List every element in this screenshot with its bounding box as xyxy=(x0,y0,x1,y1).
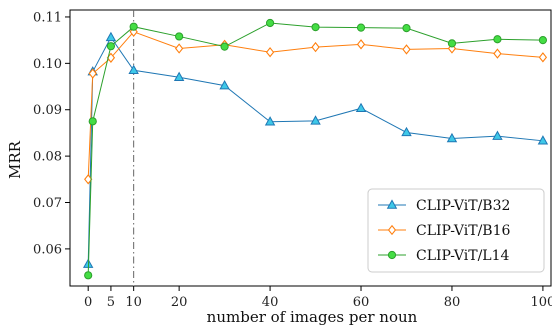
data-point xyxy=(537,135,549,145)
data-point xyxy=(447,39,457,48)
data-point xyxy=(129,22,138,31)
legend-marker xyxy=(387,250,397,260)
data-point xyxy=(265,47,275,58)
data-point xyxy=(401,126,412,137)
x-axis-label: number of images per noun xyxy=(207,308,418,325)
legend-label: CLIP-ViT/L14 xyxy=(416,248,510,264)
data-point xyxy=(446,132,458,143)
x-tick-label: 80 xyxy=(444,295,461,310)
data-point xyxy=(310,115,321,125)
y-tick-label: 0.09 xyxy=(33,103,62,118)
data-point xyxy=(311,41,320,53)
data-point xyxy=(264,116,276,126)
data-point xyxy=(88,68,97,79)
legend-item: CLIP-ViT/B32 xyxy=(378,198,510,214)
data-point xyxy=(220,42,229,51)
data-point xyxy=(106,42,116,51)
data-point xyxy=(538,52,548,63)
y-tick-label: 0.06 xyxy=(33,242,62,257)
x-tick-label: 100 xyxy=(530,295,552,310)
data-point xyxy=(105,31,117,42)
x-tick-label: 40 xyxy=(262,295,279,310)
legend-marker xyxy=(386,199,398,209)
plot-frame xyxy=(69,9,552,287)
data-point xyxy=(311,23,320,32)
data-point xyxy=(265,18,275,28)
data-point xyxy=(356,23,366,32)
series-CLIP-ViT/L14 xyxy=(84,18,548,280)
y-axis-label: MRR xyxy=(6,140,24,179)
data-point xyxy=(219,79,230,90)
data-point xyxy=(356,39,366,50)
y-tick-label: 0.07 xyxy=(33,196,62,211)
series-line xyxy=(87,31,543,180)
x-tick-label: 0 xyxy=(84,295,92,310)
x-tick-label: 20 xyxy=(171,295,188,310)
legend-label: CLIP-ViT/B32 xyxy=(416,198,510,214)
data-point xyxy=(84,174,93,185)
data-point xyxy=(355,102,367,113)
data-point xyxy=(538,36,548,45)
data-point xyxy=(402,23,411,33)
y-tick-label: 0.08 xyxy=(33,150,62,165)
series-CLIP-ViT/B16 xyxy=(84,26,548,185)
legend-item: CLIP-ViT/B16 xyxy=(378,223,510,239)
y-tick-label: 0.11 xyxy=(33,10,62,25)
data-point xyxy=(175,32,184,41)
legend-marker xyxy=(387,224,397,236)
data-point xyxy=(84,271,93,280)
data-point xyxy=(173,71,185,81)
data-point xyxy=(492,130,503,140)
data-point xyxy=(493,35,502,44)
x-tick-label: 60 xyxy=(353,295,370,310)
legend-box xyxy=(367,188,545,273)
y-tick-label: 0.10 xyxy=(33,57,62,72)
data-point xyxy=(88,117,97,126)
data-point xyxy=(128,64,139,75)
data-point xyxy=(174,43,184,54)
x-tick-label: 10 xyxy=(125,295,142,310)
legend-label: CLIP-ViT/B16 xyxy=(416,223,510,239)
data-point xyxy=(493,48,502,59)
x-tick-label: 5 xyxy=(107,295,115,310)
data-point xyxy=(402,44,411,55)
legend-item: CLIP-ViT/L14 xyxy=(378,248,510,264)
